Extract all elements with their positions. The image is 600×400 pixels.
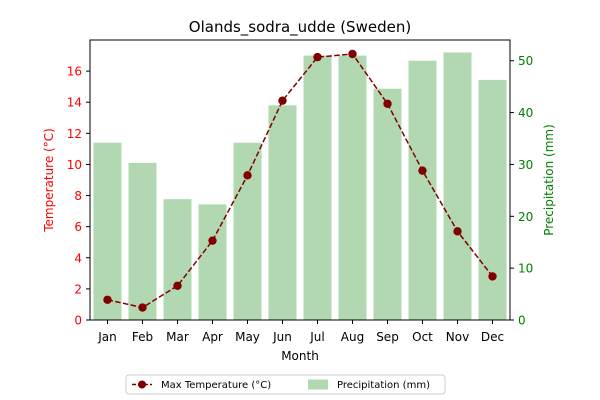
left-tick-label: 14 [67,96,82,110]
x-tick-label: Feb [132,330,153,344]
precip-bar-nov [443,52,472,320]
precipitation-bars [93,52,507,321]
temperature-point-jun [278,96,287,105]
left-tick-label: 2 [74,282,82,296]
x-axis-label: Month [281,349,319,363]
right-tick-label: 30 [518,158,533,172]
right-axis-ticks: 0 10 20 30 40 50 [510,54,533,328]
right-tick-label: 20 [518,210,533,224]
x-tick-label: Jul [309,330,324,344]
x-tick-label: Oct [412,330,433,344]
left-tick-label: 4 [74,251,82,265]
x-tick-label: Apr [202,330,223,344]
left-tick-label: 8 [74,189,82,203]
x-tick-label: Sep [376,330,399,344]
precip-bar-sep [373,88,402,320]
legend-label-temperature: Max Temperature (°C) [161,380,271,391]
temperature-line-series [103,49,497,312]
precip-bar-jan [93,142,122,320]
left-tick-label: 10 [67,158,82,172]
x-axis-ticks: Jan Feb Mar Apr May Jun Jul Aug Sep Oct Nov Dec [97,320,504,344]
right-tick-label: 10 [518,262,533,276]
precip-bar-feb [128,162,157,320]
legend-dot-marker [138,380,146,389]
right-tick-label: 40 [518,106,533,120]
precip-bar-may [233,142,262,320]
temperature-point-may [243,171,252,180]
precip-bar-dec [478,79,507,320]
left-tick-label: 0 [74,314,82,328]
temperature-point-feb [138,303,147,312]
temperature-point-jul [313,52,322,62]
temperature-point-mar [173,281,182,290]
left-axis-ticks: 0 2 4 6 8 10 12 14 16 [67,65,90,328]
left-tick-label: 6 [74,220,82,234]
legend-label-precipitation: Precipitation (mm) [337,380,430,391]
left-tick-label: 16 [67,65,82,79]
x-tick-label: Jan [97,330,117,344]
x-tick-label: May [235,330,260,344]
x-tick-label: Jun [272,330,292,344]
right-tick-label: 50 [518,54,533,68]
precip-bar-aug [338,55,367,321]
temperature-point-sep [383,99,392,108]
precip-bar-oct [408,60,437,320]
temperature-point-oct [418,166,427,175]
temperature-line [107,53,494,309]
right-axis-label: Precipitation (mm) [542,124,556,236]
x-tick-label: Mar [166,330,189,344]
left-tick-label: 12 [67,127,82,141]
x-tick-label: Aug [341,330,364,344]
chart-title: Olands_sodra_udde (Sweden) [189,18,411,37]
temperature-point-apr [208,236,217,245]
temperature-point-nov [453,227,462,236]
legend-bar-marker [308,379,328,390]
legend: Max Temperature (°C) Precipitation (mm) [125,374,446,395]
right-tick-label: 0 [518,314,526,328]
x-tick-label: Dec [481,330,504,344]
left-axis-label: Temperature (°C) [42,128,56,233]
temperature-point-jan [103,295,112,304]
precip-bar-mar [163,199,192,320]
temperature-point-aug [348,49,357,59]
precip-bar-jul [303,55,332,321]
x-tick-label: Nov [446,330,469,344]
temperature-point-dec [488,272,497,281]
legend-box [125,374,446,395]
precip-bar-jun [268,105,297,320]
plot-frame [89,39,511,321]
